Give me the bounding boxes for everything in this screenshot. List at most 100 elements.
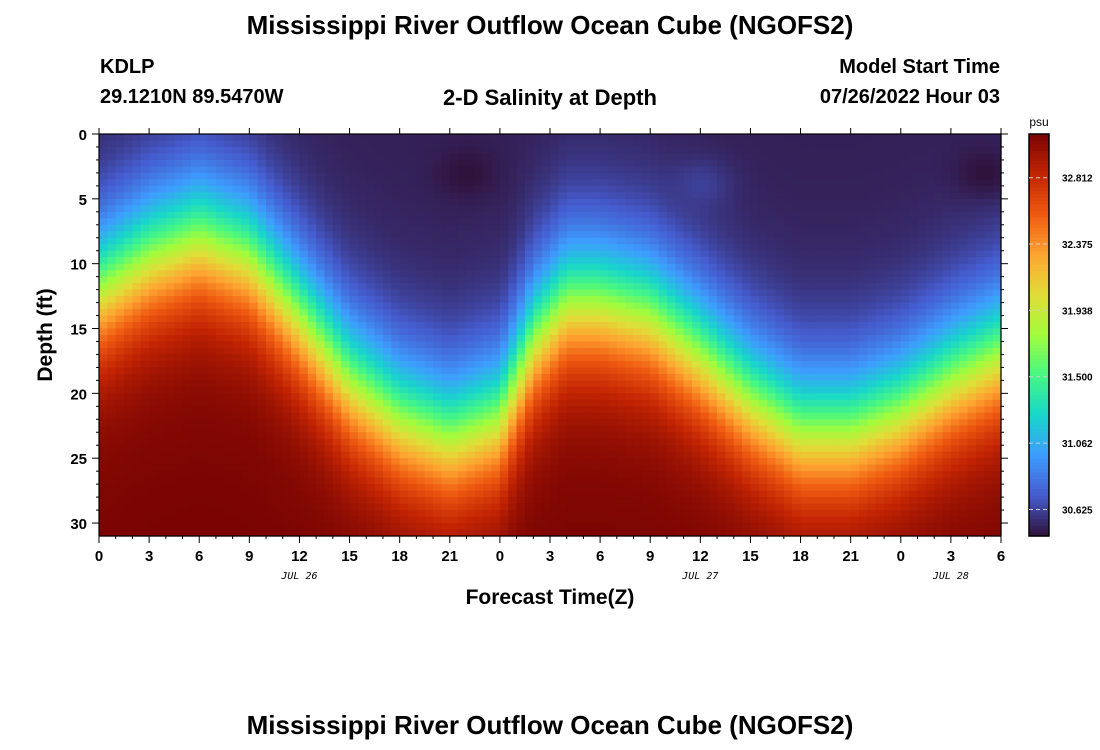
heatmap-cell xyxy=(499,231,509,239)
heatmap-cell xyxy=(324,464,334,472)
heatmap-cell xyxy=(140,464,150,472)
heatmap-cell xyxy=(299,484,309,492)
heatmap-cell xyxy=(215,393,225,401)
heatmap-cell xyxy=(433,477,443,485)
heatmap-cell xyxy=(341,302,351,310)
heatmap-cell xyxy=(165,276,175,284)
heatmap-cell xyxy=(508,153,518,161)
heatmap-cell xyxy=(474,419,484,427)
heatmap-cell xyxy=(491,231,501,239)
heatmap-cell xyxy=(357,172,367,180)
heatmap-cell xyxy=(666,296,676,304)
heatmap-cell xyxy=(742,159,752,168)
heatmap-cell xyxy=(474,192,484,200)
heatmap-cell xyxy=(675,172,685,180)
heatmap-cell xyxy=(99,451,108,459)
heatmap-cell xyxy=(224,490,234,498)
heatmap-cell xyxy=(474,166,484,174)
heatmap-cell xyxy=(408,451,417,459)
heatmap-cell xyxy=(583,529,593,537)
heatmap-cell xyxy=(717,302,726,310)
heatmap-cell xyxy=(750,205,760,213)
heatmap-cell xyxy=(408,153,417,161)
heatmap-cell xyxy=(566,529,576,537)
heatmap-cell xyxy=(190,354,200,362)
heatmap-cell xyxy=(282,244,292,252)
heatmap-cell xyxy=(550,335,559,343)
heatmap-cell xyxy=(132,419,142,427)
heatmap-cell xyxy=(408,458,417,466)
heatmap-cell xyxy=(708,445,718,453)
heatmap-cell xyxy=(524,497,534,505)
heatmap-cell xyxy=(215,380,225,388)
heatmap-cell xyxy=(591,185,601,193)
heatmap-cell xyxy=(608,134,618,142)
heatmap-cell xyxy=(291,335,301,343)
heatmap-cell xyxy=(717,296,726,304)
heatmap-cell xyxy=(441,244,451,252)
heatmap-cell xyxy=(316,425,326,433)
heatmap-cell xyxy=(750,322,760,330)
heatmap-cell xyxy=(683,172,693,180)
heatmap-cell xyxy=(149,322,159,330)
heatmap-cell xyxy=(157,412,167,420)
heatmap-cell xyxy=(357,419,367,427)
heatmap-cell xyxy=(691,244,701,252)
heatmap-cell xyxy=(458,237,468,245)
heatmap-cell xyxy=(733,250,743,258)
heatmap-cell xyxy=(115,406,125,414)
heatmap-cell xyxy=(282,296,292,304)
heatmap-cell xyxy=(332,159,342,168)
heatmap-cell xyxy=(291,445,301,453)
heatmap-cell xyxy=(491,302,501,310)
heatmap-cell xyxy=(466,153,476,161)
heatmap-cell xyxy=(316,159,326,168)
heatmap-cell xyxy=(149,347,159,356)
heatmap-cell xyxy=(307,503,317,511)
heatmap-cell xyxy=(583,276,593,284)
heatmap-cell xyxy=(257,283,267,291)
heatmap-cell xyxy=(224,373,234,381)
heatmap-cell xyxy=(316,360,326,369)
heatmap-cell xyxy=(733,237,743,245)
heatmap-cell xyxy=(416,523,426,531)
heatmap-cell xyxy=(332,302,342,310)
heatmap-cell xyxy=(174,458,184,466)
heatmap-cell xyxy=(399,438,409,446)
heatmap-cell xyxy=(257,328,267,336)
heatmap-cell xyxy=(224,497,234,505)
heatmap-cell xyxy=(341,179,351,187)
heatmap-cell xyxy=(708,172,718,180)
heatmap-cell xyxy=(408,172,417,180)
heatmap-cell xyxy=(683,516,693,524)
heatmap-cell xyxy=(550,283,559,291)
heatmap-cell xyxy=(207,451,217,459)
heatmap-cell xyxy=(441,224,451,232)
heatmap-cell xyxy=(341,244,351,252)
heatmap-cell xyxy=(767,309,777,317)
heatmap-cell xyxy=(357,445,367,453)
heatmap-cell xyxy=(174,373,184,381)
heatmap-cell xyxy=(641,211,651,219)
heatmap-cell xyxy=(717,386,726,394)
heatmap-cell xyxy=(408,250,417,258)
heatmap-cell xyxy=(608,289,618,297)
heatmap-cell xyxy=(107,218,117,226)
heatmap-cell xyxy=(249,471,259,479)
heatmap-cell xyxy=(215,172,225,180)
heatmap-cell xyxy=(391,335,401,343)
heatmap-cell xyxy=(608,244,618,252)
heatmap-cell xyxy=(366,224,376,232)
heatmap-cell xyxy=(625,445,635,453)
heatmap-cell xyxy=(750,244,760,252)
heatmap-cell xyxy=(207,503,217,511)
heatmap-cell xyxy=(683,315,693,323)
heatmap-cell xyxy=(633,179,643,187)
heatmap-cell xyxy=(650,140,660,148)
heatmap-cell xyxy=(558,172,568,180)
heatmap-cell xyxy=(149,302,159,310)
heatmap-cell xyxy=(575,172,585,180)
heatmap-cell xyxy=(199,283,209,291)
heatmap-cell xyxy=(307,218,317,226)
heatmap-cell xyxy=(616,224,626,232)
